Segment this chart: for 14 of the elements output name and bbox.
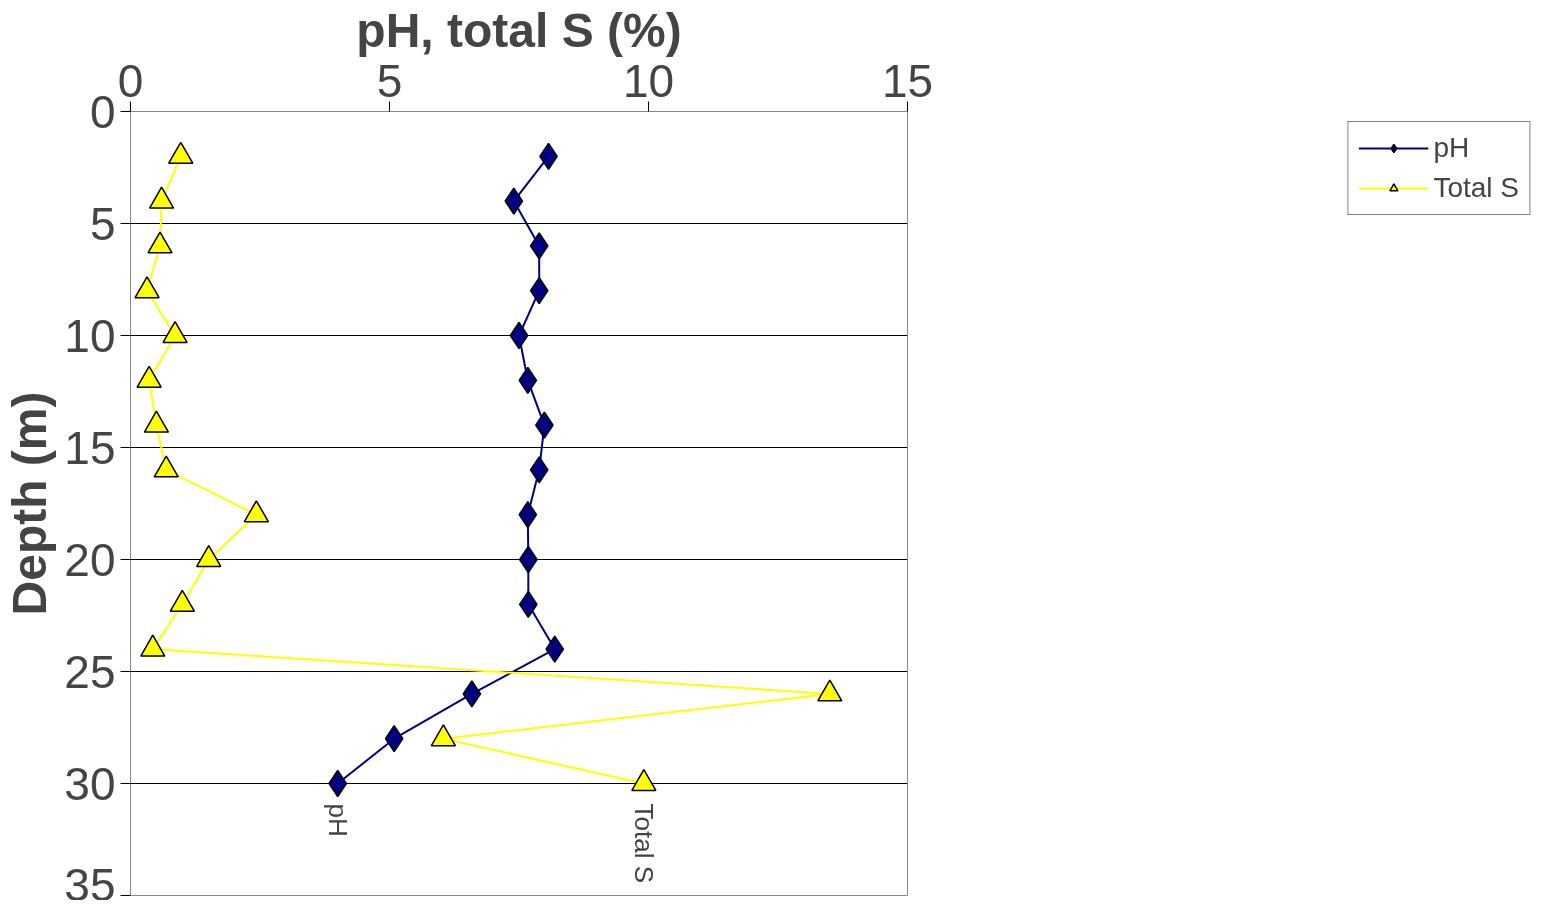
y-tick-label: 25 [64,645,116,698]
y-axis-title: Depth (m) [3,391,57,616]
x-tick-label: 5 [376,54,403,107]
y-tick-label: 15 [64,421,116,474]
y-tick-label: 10 [64,309,116,362]
y-tick-label: 20 [64,533,116,586]
legend-label: pH [1433,132,1470,164]
x-axis-title: pH, total S (%) [356,3,682,57]
legend-label: Total S [1433,172,1519,204]
y-tick-label: 30 [64,757,116,810]
annotation: Total S [628,803,659,883]
annotation: pH [322,803,353,837]
y-tick-label: 5 [89,197,116,250]
x-tick-label: 15 [881,54,934,107]
